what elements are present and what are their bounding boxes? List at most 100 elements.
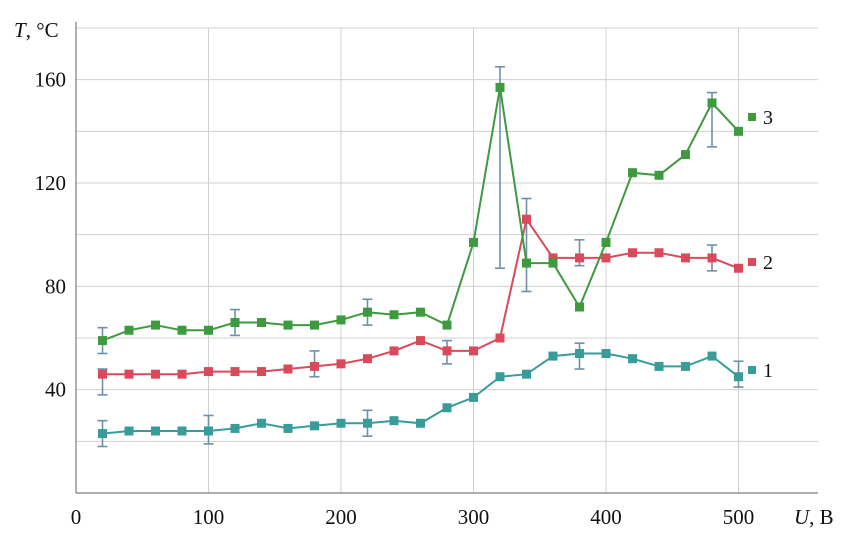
data-point-series-3 — [98, 336, 107, 346]
data-point-series-2 — [283, 364, 293, 374]
data-point-series-1 — [230, 423, 240, 433]
data-point-series-1 — [575, 349, 584, 358]
data-point-series-3 — [734, 126, 743, 136]
data-point-series-2 — [495, 333, 505, 343]
data-point-series-1 — [336, 418, 346, 428]
data-point-series-3 — [283, 320, 293, 330]
data-point-series-1 — [416, 418, 425, 428]
error-bars — [97, 65, 744, 448]
legend-label-2: 2 — [763, 252, 773, 274]
data-point-series-2 — [257, 367, 266, 377]
data-point-series-2 — [548, 253, 558, 263]
y-tick-label: 40 — [45, 378, 66, 402]
data-point-series-1 — [151, 426, 160, 436]
data-point-series-1 — [257, 418, 266, 428]
data-point-series-1 — [707, 351, 717, 361]
data-point-series-2 — [177, 369, 187, 379]
tick-labels: 0 100 200 300 400 500 40 80 120 160 — [35, 68, 755, 529]
x-tick-label: 200 — [325, 505, 357, 529]
data-point-series-2 — [98, 369, 107, 379]
data-point-series-2 — [469, 346, 478, 356]
error-bar-series-3 — [495, 65, 505, 270]
data-point-series-2 — [204, 367, 213, 377]
axes — [75, 22, 818, 494]
data-point-series-1 — [442, 403, 452, 413]
data-point-series-2 — [230, 367, 240, 377]
legend-label-3: 3 — [763, 107, 773, 129]
series — [98, 82, 743, 439]
y-axis-variable: T — [14, 18, 27, 42]
data-point-series-2 — [628, 248, 637, 258]
data-point-series-1 — [124, 426, 134, 436]
legend: 1 2 3 — [748, 107, 773, 382]
data-point-series-3 — [575, 302, 584, 312]
x-tick-label: 300 — [458, 505, 490, 529]
data-point-series-2 — [363, 354, 372, 364]
data-point-series-3 — [495, 82, 505, 92]
data-point-series-3 — [601, 237, 611, 247]
y-tick-label: 120 — [35, 171, 67, 195]
y-tick-label: 80 — [45, 274, 66, 298]
data-point-series-1 — [495, 372, 505, 382]
legend-label-1: 1 — [763, 360, 773, 382]
data-point-series-1 — [177, 426, 187, 436]
x-tick-label: 100 — [193, 505, 225, 529]
data-point-series-3 — [654, 170, 664, 180]
data-point-series-3 — [363, 307, 372, 317]
data-point-series-1 — [681, 361, 690, 371]
data-point-series-3 — [257, 318, 266, 327]
data-point-series-3 — [124, 325, 134, 335]
data-point-series-1 — [654, 361, 664, 371]
data-point-series-2 — [416, 336, 425, 346]
grid — [76, 27, 818, 493]
x-tick-label: 500 — [723, 505, 755, 529]
data-point-series-3 — [336, 315, 346, 325]
data-point-series-1 — [283, 423, 293, 433]
y-axis-unit: , °C — [26, 18, 59, 42]
data-point-series-3 — [522, 258, 531, 268]
data-point-series-2 — [734, 263, 743, 273]
data-point-series-1 — [734, 372, 743, 382]
x-tick-label: 400 — [590, 505, 622, 529]
data-point-series-2 — [575, 253, 584, 263]
x-tick-label: 0 — [71, 505, 82, 529]
data-point-series-1 — [522, 369, 531, 379]
data-point-series-3 — [416, 307, 425, 317]
data-point-series-1 — [310, 421, 319, 431]
data-point-series-3 — [548, 258, 558, 268]
data-point-series-2 — [707, 253, 717, 263]
series-line-2 — [102, 216, 739, 376]
data-point-series-3 — [204, 325, 213, 335]
data-point-series-1 — [98, 429, 107, 439]
data-point-series-3 — [707, 98, 717, 108]
y-tick-label: 160 — [35, 68, 67, 92]
data-point-series-3 — [442, 320, 452, 330]
legend-marker-2 — [748, 258, 756, 266]
data-point-series-2 — [522, 214, 531, 224]
data-point-series-2 — [336, 359, 346, 369]
data-point-series-3 — [681, 150, 690, 160]
data-point-series-3 — [177, 325, 187, 335]
data-point-series-1 — [628, 354, 637, 364]
data-point-series-2 — [124, 369, 134, 379]
data-point-series-1 — [204, 426, 213, 436]
data-point-series-2 — [310, 361, 319, 371]
data-point-series-1 — [469, 392, 478, 402]
data-point-series-3 — [389, 310, 399, 320]
series-line-3 — [102, 87, 740, 342]
data-point-series-2 — [442, 346, 452, 356]
data-point-series-2 — [151, 369, 160, 379]
legend-marker-1 — [748, 366, 756, 374]
data-point-series-2 — [601, 253, 611, 263]
error-bar-series-2 — [521, 197, 532, 293]
x-axis-unit: , В — [809, 505, 834, 529]
data-point-series-3 — [310, 320, 319, 330]
x-axis-label: U, В — [794, 505, 834, 529]
y-axis-label: T, °C — [14, 18, 59, 42]
data-point-series-2 — [389, 346, 399, 356]
data-point-series-3 — [230, 318, 240, 327]
legend-marker-3 — [748, 113, 756, 121]
data-point-series-1 — [548, 351, 558, 361]
data-point-series-3 — [469, 237, 478, 247]
